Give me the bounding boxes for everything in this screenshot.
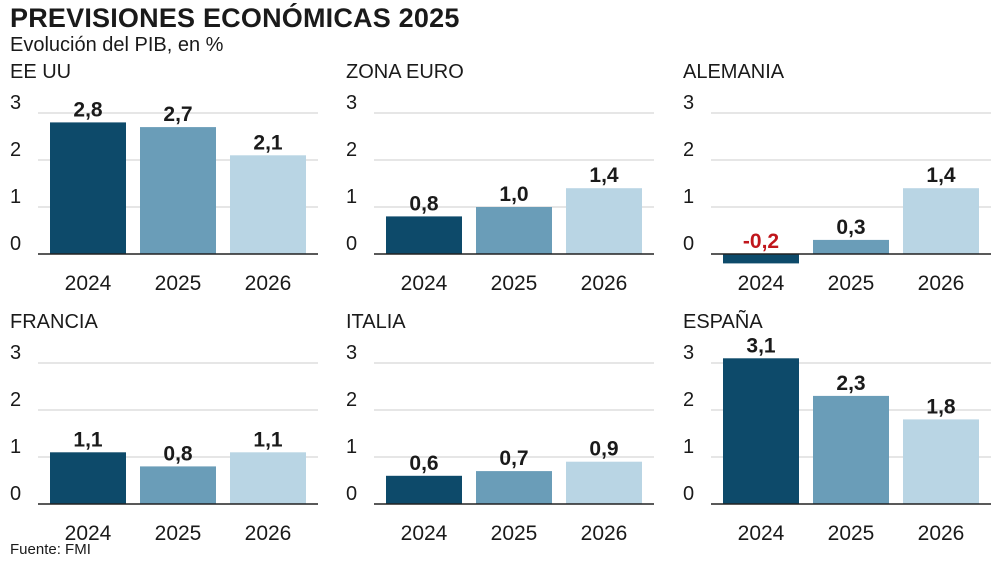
y-tick-label: 2 — [346, 389, 357, 411]
bar — [50, 122, 126, 255]
y-tick-label: 3 — [683, 342, 694, 364]
bar — [140, 466, 216, 504]
y-tick-label: 1 — [346, 436, 357, 458]
y-tick-label: 3 — [346, 92, 357, 114]
bar — [476, 207, 552, 254]
panel-italia: ITALIA 0 1 2 3 0,6 2024 0,7 2025 0,9 2026 — [346, 310, 666, 560]
y-tick-label: 0 — [683, 483, 694, 505]
bar — [566, 188, 642, 254]
x-tick-label: 2025 — [155, 522, 202, 545]
panel-zona-euro: ZONA EURO 0 1 2 3 0,8 2024 1,0 2025 1,4 2026 — [346, 60, 666, 310]
data-label: 0,8 — [163, 442, 193, 465]
y-tick-label: 3 — [10, 92, 21, 114]
x-tick-label: 2025 — [828, 272, 875, 295]
data-label: 1,8 — [926, 395, 956, 418]
data-label: 1,4 — [926, 164, 956, 187]
bar-chart-italia: 0 1 2 3 0,6 2024 0,7 2025 0,9 2026 — [346, 342, 654, 545]
bar — [566, 461, 642, 504]
data-label: 2,7 — [163, 103, 192, 126]
x-tick-label: 2024 — [401, 272, 448, 295]
bar — [813, 395, 889, 504]
data-label: 0,7 — [499, 447, 528, 470]
panel-espana: ESPAÑA 0 1 2 3 3,1 2024 2,3 2025 1,8 2026 — [683, 310, 1000, 560]
data-label: 3,1 — [746, 334, 776, 357]
chart-subtitle: Evolución del PIB, en % — [10, 34, 224, 56]
source-note: Fuente: FMI — [10, 541, 91, 558]
bar — [230, 155, 306, 254]
panel-francia: FRANCIA 0 1 2 3 1,1 2024 0,8 2025 1,1 2026 — [10, 310, 330, 560]
data-label: 2,3 — [836, 372, 865, 395]
data-label: -0,2 — [743, 230, 779, 253]
y-tick-label: 3 — [683, 92, 694, 114]
y-tick-label: 2 — [683, 139, 694, 161]
data-label: 0,6 — [409, 452, 438, 475]
x-tick-label: 2026 — [245, 272, 292, 295]
bar-chart-zona-euro: 0 1 2 3 0,8 2024 1,0 2025 1,4 2026 — [346, 92, 654, 295]
bar-chart-alemania: 0 1 2 3 -0,2 2024 0,3 2025 1,4 2026 — [683, 92, 991, 295]
bar — [476, 471, 552, 504]
bar-chart-francia: 0 1 2 3 1,1 2024 0,8 2025 1,1 2026 — [10, 342, 318, 545]
x-tick-label: 2026 — [918, 522, 965, 545]
bar — [140, 127, 216, 254]
y-tick-label: 2 — [683, 389, 694, 411]
data-label: 1,1 — [73, 428, 103, 451]
bar — [230, 452, 306, 504]
panel-title: ESPAÑA — [683, 311, 763, 333]
y-tick-label: 1 — [683, 186, 694, 208]
y-tick-label: 1 — [683, 436, 694, 458]
x-tick-label: 2024 — [738, 272, 785, 295]
bar — [723, 254, 799, 264]
x-tick-label: 2025 — [155, 272, 202, 295]
data-label: 0,9 — [589, 438, 618, 461]
data-label: 2,8 — [73, 98, 103, 121]
y-tick-label: 0 — [683, 233, 694, 255]
bar — [50, 452, 126, 504]
x-tick-label: 2025 — [491, 522, 538, 545]
data-label: 0,3 — [836, 216, 865, 239]
data-label: 0,8 — [409, 192, 439, 215]
data-label: 2,1 — [253, 131, 283, 154]
x-tick-label: 2025 — [491, 272, 538, 295]
x-tick-label: 2024 — [738, 522, 785, 545]
y-tick-label: 2 — [346, 139, 357, 161]
y-tick-label: 0 — [10, 233, 21, 255]
y-tick-label: 0 — [346, 233, 357, 255]
bar-chart-ee-uu: 0 1 2 3 2,8 2024 2,7 2025 2,1 2026 — [10, 92, 318, 295]
x-tick-label: 2026 — [245, 522, 292, 545]
y-tick-label: 0 — [346, 483, 357, 505]
y-tick-label: 0 — [10, 483, 21, 505]
y-tick-label: 2 — [10, 139, 21, 161]
panel-title: ALEMANIA — [683, 61, 785, 83]
y-tick-label: 3 — [10, 342, 21, 364]
y-tick-label: 1 — [10, 186, 21, 208]
bar — [386, 216, 462, 254]
x-tick-label: 2026 — [581, 522, 628, 545]
y-tick-label: 1 — [346, 186, 357, 208]
chart-title: PREVISIONES ECONÓMICAS 2025 — [10, 3, 460, 33]
panel-title: FRANCIA — [10, 311, 98, 333]
x-tick-label: 2024 — [65, 522, 112, 545]
x-tick-label: 2026 — [918, 272, 965, 295]
x-tick-label: 2025 — [828, 522, 875, 545]
panel-ee-uu: EE UU 0 1 2 3 2,8 2024 2,7 2025 2,1 2026 — [10, 60, 330, 310]
y-tick-label: 2 — [10, 389, 21, 411]
data-label: 1,0 — [499, 183, 528, 206]
x-tick-label: 2024 — [401, 522, 448, 545]
bar — [386, 475, 462, 504]
data-label: 1,1 — [253, 428, 283, 451]
y-tick-label: 1 — [10, 436, 21, 458]
y-tick-label: 3 — [346, 342, 357, 364]
bar — [723, 358, 799, 504]
bar — [903, 419, 979, 504]
panel-title: ITALIA — [346, 311, 406, 333]
bar-chart-espana: 0 1 2 3 3,1 2024 2,3 2025 1,8 2026 — [683, 334, 991, 545]
x-tick-label: 2026 — [581, 272, 628, 295]
bar — [813, 239, 889, 254]
data-label: 1,4 — [589, 164, 619, 187]
panel-alemania: ALEMANIA 0 1 2 3 -0,2 2024 0,3 2025 1,4 2026 — [683, 60, 1000, 310]
panel-title: ZONA EURO — [346, 61, 464, 83]
panel-title: EE UU — [10, 61, 72, 83]
x-tick-label: 2024 — [65, 272, 112, 295]
bar — [903, 188, 979, 254]
